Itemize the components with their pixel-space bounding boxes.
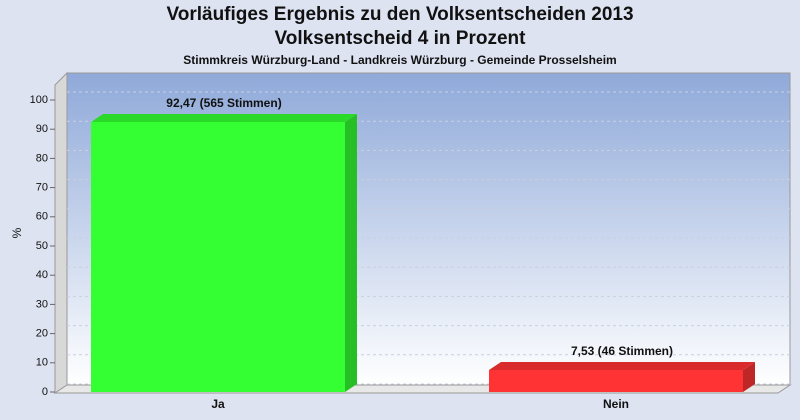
y-tick-label: 60 xyxy=(36,211,48,223)
y-tick-label: 30 xyxy=(36,298,48,310)
side-wall xyxy=(54,71,68,394)
y-tick-label: 90 xyxy=(36,123,48,135)
y-tick-label: 20 xyxy=(36,328,48,340)
chart-title: Vorläufiges Ergebnis zu den Volksentsche… xyxy=(166,4,633,25)
bar-top xyxy=(91,113,357,122)
value-label: 7,53 (46 Stimmen) xyxy=(571,344,673,358)
y-tick-label: 10 xyxy=(36,357,48,369)
bar-side xyxy=(743,362,755,392)
x-tick-label: Nein xyxy=(603,397,629,411)
x-tick-label: Ja xyxy=(211,397,225,411)
chart-title-2: Volksentscheid 4 in Prozent xyxy=(275,28,527,49)
chart-subtitle: Stimmkreis Würzburg-Land - Landkreis Wür… xyxy=(183,53,616,67)
y-axis-label: % xyxy=(10,227,24,238)
bar xyxy=(91,121,345,392)
bar xyxy=(489,370,743,392)
y-tick-label: 70 xyxy=(36,182,48,194)
y-tick-label: 80 xyxy=(36,152,48,164)
bar-side xyxy=(345,113,357,392)
y-tick-label: 100 xyxy=(30,94,48,106)
value-label: 92,47 (565 Stimmen) xyxy=(166,96,281,110)
y-tick-label: 0 xyxy=(42,386,48,398)
bar-top xyxy=(489,362,755,371)
y-tick-label: 50 xyxy=(36,240,48,252)
y-tick-label: 40 xyxy=(36,269,48,281)
